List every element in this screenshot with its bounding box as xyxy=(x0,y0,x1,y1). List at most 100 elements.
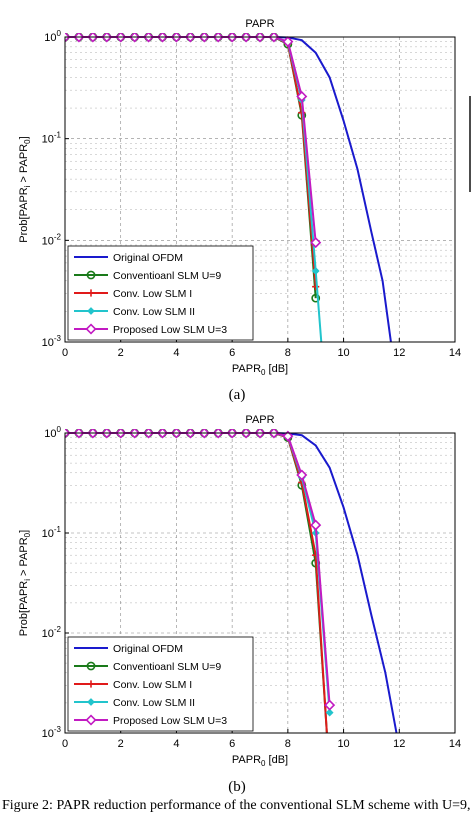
y-label-sub1: i xyxy=(23,185,32,187)
y-label-sub1: i xyxy=(23,579,32,581)
data-point-diamond xyxy=(85,714,97,726)
x-tick-label: 6 xyxy=(229,347,235,359)
data-point-diamond xyxy=(310,519,322,531)
legend-label: Conv. Low SLM I xyxy=(113,288,192,300)
data-point-plus xyxy=(312,283,320,291)
y-label-part2: > PAPR xyxy=(18,537,30,579)
y-label-part3: ] xyxy=(18,530,30,533)
data-point-diamond xyxy=(282,430,294,442)
y-tick-base: 10 xyxy=(42,728,54,740)
chart-title: PAPR xyxy=(245,18,274,30)
y-tick-base: 10 xyxy=(42,528,54,540)
x-tick-label: 6 xyxy=(229,738,235,750)
data-point-diamond xyxy=(296,469,308,481)
legend-label: Conv. Low SLM I xyxy=(113,679,192,691)
y-tick-label: 100 xyxy=(44,425,61,440)
data-point-circle xyxy=(86,270,96,280)
y-tick-label: 10-1 xyxy=(42,525,62,540)
legend: Original OFDM Conventioanl SLM U=9 Conv. L… xyxy=(67,636,254,732)
legend-label: Conv. Low SLM II xyxy=(113,306,195,318)
x-tick-label: 0 xyxy=(62,738,68,750)
x-tick-label: 12 xyxy=(393,347,405,359)
x-tick-label: 4 xyxy=(173,347,179,359)
legend-label: Proposed Low SLM U=3 xyxy=(113,715,227,727)
legend-label: Original OFDM xyxy=(113,252,183,264)
y-label-sub2: 0 xyxy=(23,139,32,144)
y-tick-base: 10 xyxy=(42,628,54,640)
legend-label: Proposed Low SLM U=3 xyxy=(113,324,227,336)
axes-box xyxy=(64,36,456,343)
y-tick-exp: -1 xyxy=(54,131,62,140)
x-label-main: PAPR xyxy=(232,363,261,375)
x-tick-label: 8 xyxy=(285,347,291,359)
y-label-part1: Prob[PAPR xyxy=(18,187,30,242)
data-point-diamond xyxy=(296,90,308,103)
y-tick-base: 10 xyxy=(42,235,54,247)
y-tick-label: 100 xyxy=(44,29,61,44)
y-tick-label: 10-3 xyxy=(42,725,62,740)
x-label-sub: 0 xyxy=(261,368,266,377)
x-tick-label: 14 xyxy=(449,738,461,750)
data-point-circle xyxy=(86,661,96,671)
y-tick-label: 10-3 xyxy=(42,334,62,349)
panel-label-b: (b) xyxy=(228,779,246,795)
y-tick-exp: 0 xyxy=(57,425,62,434)
data-point-diamond xyxy=(282,36,294,48)
y-label-part3: ] xyxy=(18,136,30,139)
y-tick-exp: -2 xyxy=(54,625,62,634)
y-label-part2: > PAPR xyxy=(18,144,30,186)
x-axis-label: PAPR0 [dB] xyxy=(232,363,288,377)
y-tick-exp: -2 xyxy=(54,232,62,241)
data-point-circle xyxy=(311,293,321,303)
y-tick-exp: -1 xyxy=(54,525,62,534)
y-tick-exp: 0 xyxy=(57,29,62,38)
legend-label: Conv. Low SLM II xyxy=(113,697,195,709)
x-tick-label: 2 xyxy=(118,738,124,750)
x-label-unit: [dB] xyxy=(265,363,288,375)
legend-label: Original OFDM xyxy=(113,643,183,655)
x-label-unit: [dB] xyxy=(265,754,288,766)
x-tick-label: 2 xyxy=(118,347,124,359)
y-tick-base: 10 xyxy=(42,134,54,146)
x-axis-label: PAPR0 [dB] xyxy=(232,754,288,768)
chart-title: PAPR xyxy=(245,414,274,426)
data-point-diamond xyxy=(85,323,97,335)
y-axis-label: Prob[PAPRi > PAPR0] xyxy=(18,530,32,636)
data-point-plus xyxy=(87,680,95,688)
y-axis-label: Prob[PAPRi > PAPR0] xyxy=(18,136,32,242)
data-point-diamond-filled xyxy=(325,708,334,717)
x-tick-label: 14 xyxy=(449,347,461,359)
caption-text: Figure 2: PAPR reduction performance of … xyxy=(2,798,474,813)
figure-caption: Figure 2: PAPR reduction performance of … xyxy=(2,798,474,813)
panel-label-a: (a) xyxy=(229,387,246,403)
data-point-diamond-filled xyxy=(311,267,320,275)
x-tick-label: 12 xyxy=(393,738,405,750)
data-point-plus xyxy=(87,289,95,297)
x-tick-label: 8 xyxy=(285,738,291,750)
legend: Original OFDM Conventioanl SLM U=9 Conv. L… xyxy=(67,245,254,341)
y-tick-label: 10-1 xyxy=(42,131,62,146)
y-label-part1: Prob[PAPR xyxy=(18,581,30,636)
data-point-diamond-filled xyxy=(87,307,95,315)
x-tick-label: 10 xyxy=(337,738,349,750)
x-tick-label: 0 xyxy=(62,347,68,359)
x-tick-label: 4 xyxy=(173,738,179,750)
legend-label: Conventioanl SLM U=9 xyxy=(113,270,221,282)
y-tick-exp: -3 xyxy=(54,334,62,343)
x-label-main: PAPR xyxy=(232,754,261,766)
y-tick-exp: -3 xyxy=(54,725,62,734)
y-tick-base: 10 xyxy=(42,337,54,349)
axes-box xyxy=(64,432,456,734)
x-label-sub: 0 xyxy=(261,759,266,768)
data-point-diamond xyxy=(310,237,322,249)
y-tick-label: 10-2 xyxy=(42,232,62,247)
legend-label: Conventioanl SLM U=9 xyxy=(113,661,221,673)
y-tick-label: 10-2 xyxy=(42,625,62,640)
data-point-diamond xyxy=(324,699,336,711)
y-tick-base: 10 xyxy=(44,428,56,440)
y-label-sub2: 0 xyxy=(23,532,32,537)
y-tick-base: 10 xyxy=(44,32,56,44)
